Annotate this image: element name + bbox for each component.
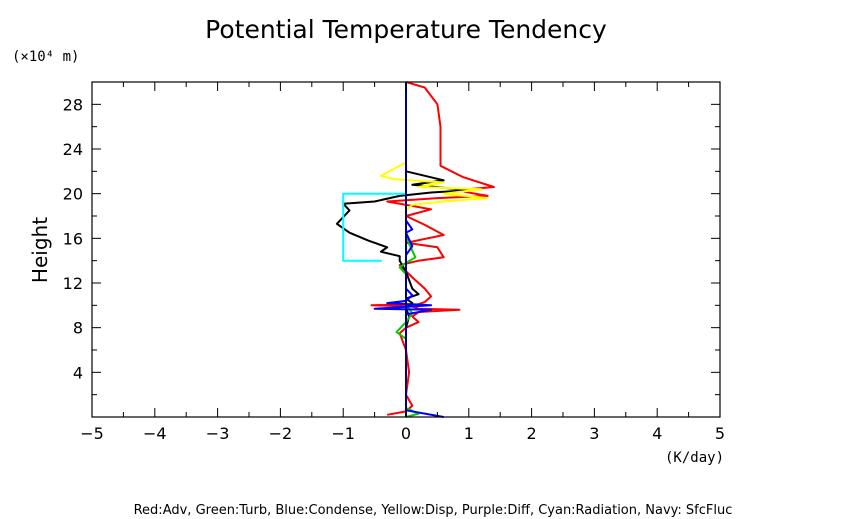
y-tick-label: 4	[73, 363, 83, 382]
x-tick-label: −2	[269, 424, 293, 443]
x-tick-label: 0	[401, 424, 411, 443]
series-layer	[335, 81, 495, 418]
x-tick-label: 3	[589, 424, 599, 443]
y-tick-label: 8	[73, 319, 83, 338]
y-unit-label: (×10⁴ m)	[12, 49, 79, 65]
x-tick-label: −5	[80, 424, 104, 443]
x-tick-label: 5	[715, 424, 725, 443]
y-tick-label: 16	[63, 229, 83, 248]
series-line-0	[370, 81, 495, 416]
x-tick-label: −4	[143, 424, 167, 443]
x-tick-label: −1	[331, 424, 355, 443]
legend-text: Red:Adv, Green:Turb, Blue:Condense, Yell…	[134, 503, 733, 518]
x-tick-label: 2	[527, 424, 537, 443]
x-unit-label: (K/day)	[665, 450, 724, 466]
y-tick-label: 12	[63, 274, 83, 293]
x-tick-label: 1	[464, 424, 474, 443]
y-tick-label: 28	[63, 95, 83, 114]
series-line-5	[342, 192, 406, 262]
series-line-2	[379, 149, 489, 417]
y-tick-label: 24	[63, 140, 83, 159]
y-tick-label: 20	[63, 185, 83, 204]
chart-title: Potential Temperature Tendency	[205, 15, 607, 44]
x-tick-label: −3	[206, 424, 230, 443]
y-axis-label: Height	[28, 217, 52, 283]
x-tick-label: 4	[652, 424, 662, 443]
series-line-1	[335, 82, 470, 417]
